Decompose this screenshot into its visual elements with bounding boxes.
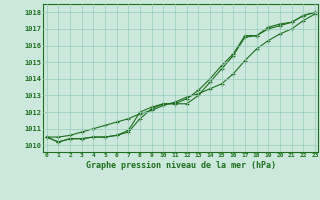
X-axis label: Graphe pression niveau de la mer (hPa): Graphe pression niveau de la mer (hPa)	[86, 161, 276, 170]
